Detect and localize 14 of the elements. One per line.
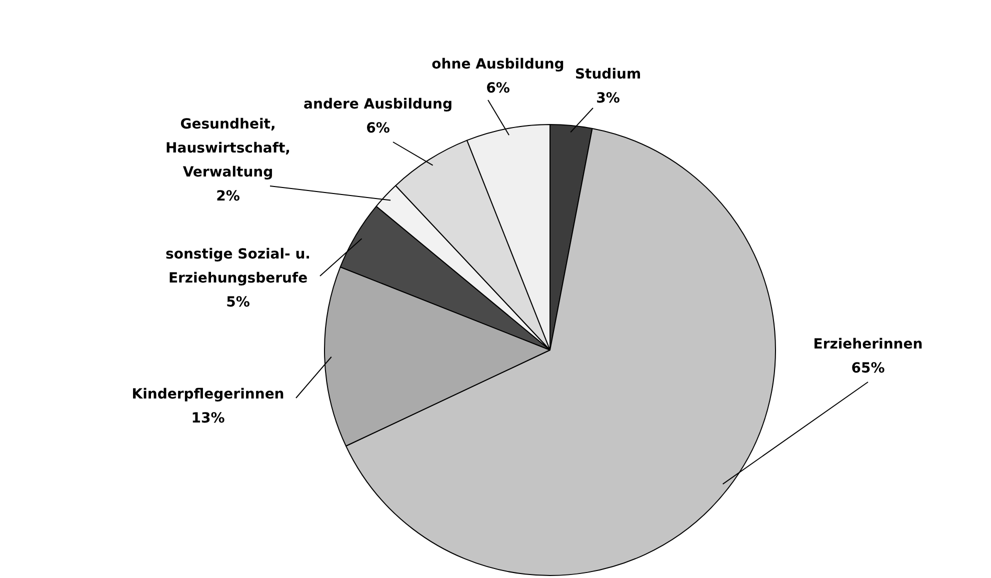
data-label: 13% xyxy=(191,410,225,427)
slice-label: Studium xyxy=(574,66,642,83)
data-label: 6% xyxy=(486,80,510,97)
data-label: 6% xyxy=(366,120,390,137)
slice-label: Kinderpflegerinnen xyxy=(132,386,284,403)
slice-label: Gesundheit, Hauswirtschaft, Verwaltung xyxy=(166,116,290,181)
data-label: 5% xyxy=(226,294,250,311)
slice-label: sonstige Sozial- u. Erziehungsberufe xyxy=(166,246,310,287)
data-label: 65% xyxy=(851,360,885,377)
slice-label: Erzieherinnen xyxy=(813,336,923,353)
data-label: 3% xyxy=(596,90,620,107)
slice-label: andere Ausbildung xyxy=(304,96,452,113)
data-label: 2% xyxy=(216,188,240,205)
slice-label: ohne Ausbildung xyxy=(432,56,564,73)
